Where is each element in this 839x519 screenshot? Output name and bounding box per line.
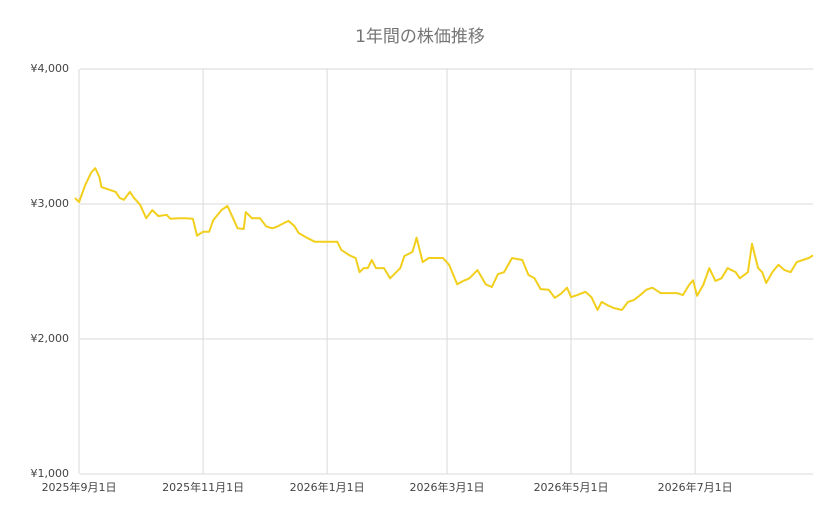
y-tick-label: ¥3,000 [31, 197, 70, 210]
x-tick-label: 2026年1月1日 [290, 480, 365, 494]
y-tick-label: ¥1,000 [31, 467, 70, 480]
x-tick-label: 2026年7月1日 [658, 480, 733, 494]
chart-title: 1年間の株価推移 [355, 27, 485, 47]
y-tick-label: ¥4,000 [31, 62, 70, 75]
x-tick-label: 2025年11月1日 [162, 480, 244, 494]
price-line [74, 167, 814, 311]
x-tick-label: 2026年3月1日 [410, 480, 485, 494]
y-tick-label: ¥2,000 [31, 332, 70, 345]
x-tick-label: 2025年9月1日 [42, 480, 117, 494]
x-tick-label: 2026年5月1日 [534, 480, 609, 494]
